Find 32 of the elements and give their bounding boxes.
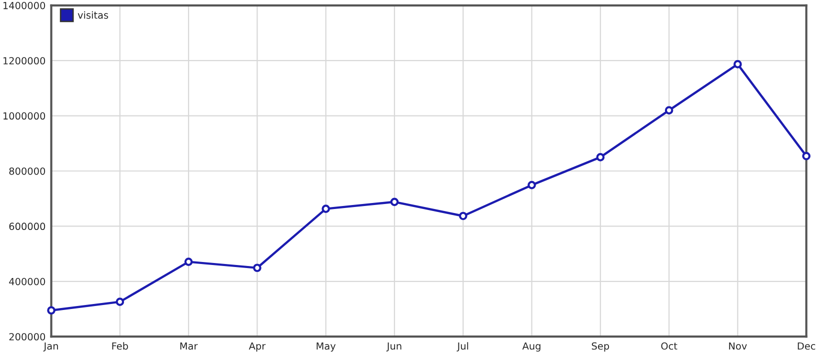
x-tick-label: May	[316, 342, 336, 352]
point	[596, 153, 605, 162]
x-tick-label: Aug	[522, 342, 540, 352]
y-tick-label: 200000	[9, 333, 46, 340]
x-tick-label: Dec	[798, 342, 816, 350]
y-tick-label: 1000000	[3, 112, 46, 120]
y-tick-label: 1200000	[3, 57, 46, 64]
point	[253, 264, 262, 272]
x-tick-label: Jan	[43, 342, 58, 352]
x-tick-label: Oct	[661, 342, 678, 350]
point	[802, 152, 810, 160]
y-tick-label: 600000	[9, 222, 46, 230]
y-tick-label: 400000	[9, 278, 46, 286]
y-tick-label: 800000	[9, 167, 46, 175]
point	[184, 258, 193, 266]
point	[390, 198, 399, 206]
point	[528, 180, 536, 190]
x-tick-label: Apr	[248, 342, 266, 352]
x-tick-label: Jul	[456, 342, 468, 352]
x-tick-label: Mar	[180, 342, 198, 350]
point	[734, 60, 742, 68]
point	[664, 106, 674, 114]
point	[47, 306, 56, 315]
point	[458, 212, 468, 220]
x-tick-label: Nov	[729, 342, 747, 350]
point	[116, 298, 124, 306]
x-tick-label: Sep	[592, 342, 610, 352]
x-tick-label: Feb	[112, 342, 128, 350]
legend-label: visitas	[78, 11, 108, 19]
y-tick-label: 1400000	[3, 2, 46, 10]
point	[322, 204, 330, 213]
x-tick-label: Jun	[386, 342, 402, 352]
